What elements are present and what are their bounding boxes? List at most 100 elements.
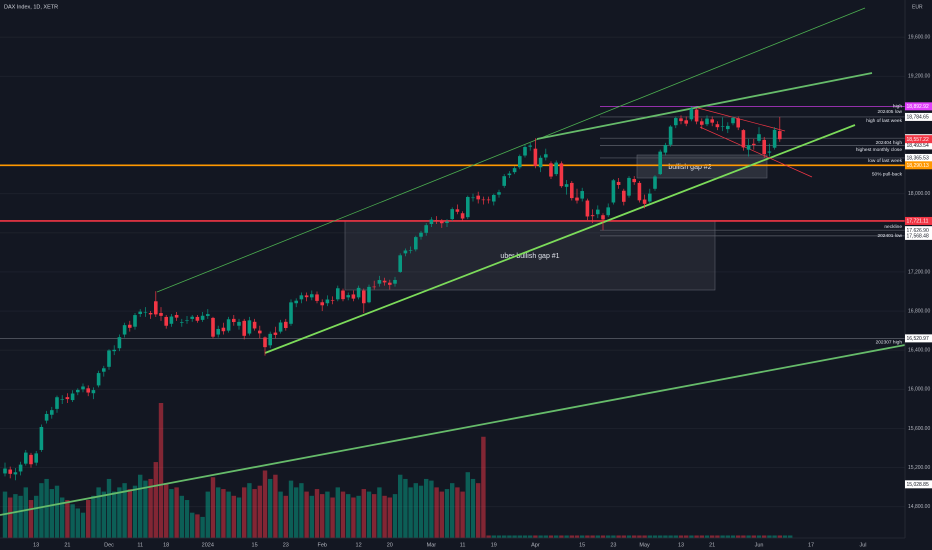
volume-bar (611, 535, 616, 538)
candle-body (752, 143, 756, 145)
volume-bar (54, 485, 60, 538)
x-tick-label: Mar (427, 542, 437, 548)
volume-bar (8, 497, 13, 538)
volume-bar (554, 535, 559, 538)
candle-body (710, 119, 714, 123)
candle-body (44, 413, 49, 421)
volume-bar (491, 535, 496, 538)
candle-body (492, 194, 496, 202)
volume-bar (262, 470, 268, 538)
candle-body (284, 321, 288, 328)
volume-bar (564, 535, 569, 538)
candle-body (518, 156, 522, 168)
candle-body (585, 200, 590, 217)
candle-body (575, 197, 579, 201)
price-tag-label: 18,557.22 (907, 137, 929, 143)
candle-body (705, 118, 709, 125)
candle-body (200, 315, 205, 320)
candle-body (637, 182, 642, 201)
volume-bar (143, 480, 148, 538)
price-tag-label: 15,028.85 (907, 482, 929, 488)
volume-bar (132, 485, 138, 538)
candle-body (122, 325, 127, 335)
volume-bar (663, 535, 668, 538)
y-tick-label: 16,000.00 (908, 387, 930, 393)
candle-body (112, 349, 116, 352)
candle-body (398, 255, 402, 272)
candle-body (606, 207, 610, 216)
candle-body (299, 295, 304, 300)
volume-bar (444, 489, 450, 538)
volume-bar (756, 535, 762, 538)
price-tag (905, 216, 932, 225)
volume-bar (736, 535, 741, 538)
y-tick-label: 16,400.00 (908, 348, 930, 354)
volume-bar (273, 474, 278, 538)
candle-body (190, 316, 194, 319)
candle-body (351, 294, 356, 299)
candle-body (674, 118, 678, 126)
volume-bar (637, 535, 642, 538)
y-tick-label: 19,600.00 (908, 34, 930, 40)
volume-bar (361, 489, 366, 538)
candle-body (570, 182, 574, 199)
annotation: high (893, 104, 902, 110)
volume-bar (496, 535, 502, 538)
volume-bar (340, 491, 346, 538)
y-tick-label: 18,000.00 (908, 191, 930, 197)
candle-body (720, 126, 725, 127)
volume-bar (502, 535, 507, 538)
candle-body (133, 315, 137, 327)
x-tick-label: 21 (64, 542, 70, 548)
volume-bar (148, 478, 153, 538)
candle-body (549, 163, 553, 177)
volume-bar (538, 535, 543, 538)
volume-bar (424, 478, 429, 538)
candle-body (668, 126, 673, 145)
candle-body (29, 454, 33, 465)
trend-line (156, 7, 866, 293)
x-tick-label: Apr (531, 542, 540, 548)
candle-body (382, 280, 387, 283)
volume-bar (767, 535, 772, 538)
price-tag (905, 102, 932, 111)
x-tick-label: 19 (491, 542, 497, 548)
candle-body (180, 322, 184, 323)
candle-body (762, 139, 766, 155)
volume-bar (184, 500, 190, 538)
volume-bar (13, 494, 18, 538)
volume-bar (533, 535, 538, 538)
candle-body (341, 290, 345, 300)
price-tag (905, 112, 932, 121)
x-tick-label: 17 (808, 542, 814, 548)
volume-bar (179, 495, 184, 538)
y-tick-label: 17,200.00 (908, 269, 930, 275)
volume-bar (299, 483, 304, 538)
candle-body (627, 177, 631, 196)
volume-bar (278, 491, 283, 538)
annotation: 202404 high (876, 140, 903, 146)
volume-bar (548, 535, 554, 538)
candle-body (684, 120, 688, 124)
x-tick-label: 2024 (202, 542, 214, 548)
price-tag-label: 17,721.11 (907, 219, 929, 225)
candle-body (346, 295, 350, 298)
price-tag-label: 16,520.97 (907, 336, 929, 342)
volume-bar (704, 535, 710, 538)
chart-title: DAX Index, 1D, XETR (4, 4, 58, 10)
candle-body (512, 168, 517, 173)
volume-bar (725, 535, 730, 538)
gap-label: uber bullish gap #1 (500, 253, 559, 260)
volume-bar (465, 472, 470, 538)
volume-bar (413, 483, 418, 538)
volume-bar (18, 495, 23, 538)
volume-bar (158, 403, 164, 538)
volume-bar (210, 477, 216, 538)
candle-body (731, 117, 735, 124)
candle-body (772, 129, 777, 148)
volume-bar (647, 535, 652, 538)
annotation: 50% pull-back (872, 171, 903, 177)
volume-bar (226, 491, 231, 538)
volume-bar (65, 500, 70, 538)
